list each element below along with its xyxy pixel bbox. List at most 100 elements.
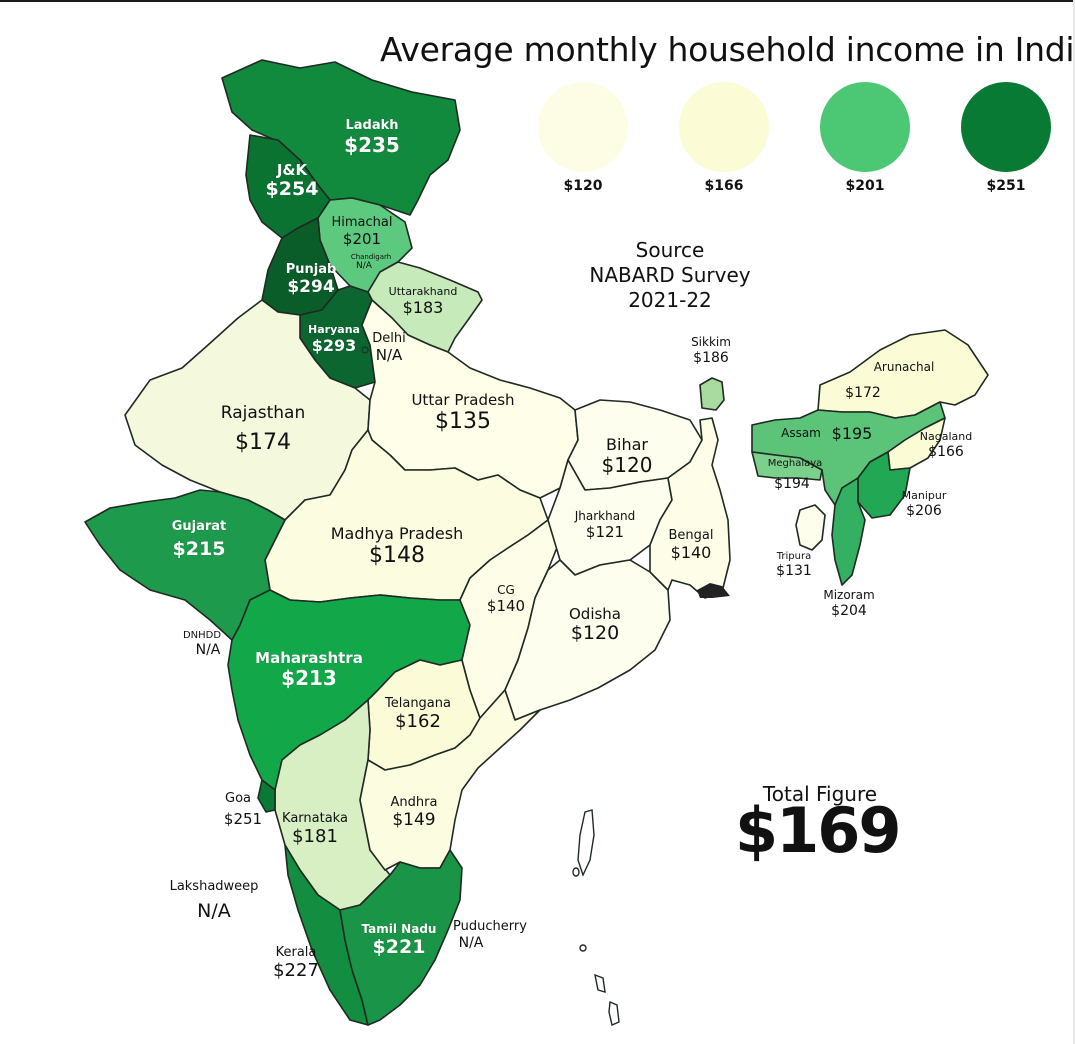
legend-item-1: $120 [535, 82, 631, 194]
label-jharkhand-value: $121 [585, 522, 625, 541]
label-arunachal-value-wrap: $172 [845, 385, 881, 401]
label-assam: Assam [781, 426, 821, 441]
total-figure: Total Figure $169 [735, 782, 905, 867]
label-delhi-name: Delhi [372, 331, 406, 346]
label-ladakh-value: $235 [344, 132, 400, 157]
label-madhya-pradesh-name: Madhya Pradesh [330, 524, 464, 543]
label-bihar-name: Bihar [606, 435, 648, 454]
region-meghalaya [751, 451, 823, 481]
region-mizoram [831, 477, 866, 586]
label-uttarakhand-name: Uttarakhand [388, 285, 458, 298]
label-maharashtra-name: Maharashtra [255, 649, 363, 667]
label-bengal-name: Bengal [668, 528, 714, 543]
label-tripura: Tripura $131 [776, 551, 812, 579]
label-gujarat-name: Gujarat [171, 519, 227, 534]
legend-label-2: $166 [704, 178, 744, 194]
legend-item-2: $166 [676, 82, 772, 194]
label-uttar-pradesh-value: $135 [435, 409, 491, 435]
label-meghalaya-value: $194 [774, 475, 810, 492]
andaman-islands [572, 809, 620, 1026]
right-border [1073, 0, 1075, 1044]
label-ladakh: Ladakh $235 [344, 118, 400, 157]
label-puducherry-name: Puducherry [453, 919, 527, 934]
map-title: Average monthly household income in Indi… [380, 30, 1075, 69]
label-telangana-value: $162 [395, 710, 441, 732]
label-dnhdd-name: DNHDD [182, 630, 222, 641]
source-text: NABARD Survey 2021-22 [589, 263, 751, 312]
sundarbans-marker [697, 583, 730, 598]
label-andhra-value: $149 [392, 809, 436, 830]
label-assam-value: $195 [831, 424, 873, 443]
label-assam-value-wrap: $195 [831, 424, 873, 443]
label-uttar-pradesh: Uttar Pradesh $135 [411, 391, 515, 435]
label-arunachal-name: Arunachal [873, 360, 935, 374]
label-chandigarh-name: Chandigarh [350, 253, 392, 261]
total-label: Total Figure [762, 782, 878, 806]
label-sikkim-name: Sikkim [691, 335, 731, 349]
legend-label-4: $251 [986, 178, 1026, 194]
label-arunachal: Arunachal [873, 360, 935, 375]
label-puducherry: Puducherry N/A [453, 919, 527, 951]
legend-label-1: $120 [563, 178, 603, 194]
label-assam-name: Assam [781, 426, 821, 440]
label-meghalaya: Meghalaya $194 [768, 458, 823, 492]
label-uttarakhand-value: $183 [402, 297, 444, 317]
label-tamil-nadu: Tamil Nadu $221 [361, 922, 437, 959]
region-goa [257, 779, 276, 813]
label-mizoram: Mizoram $204 [823, 588, 874, 619]
label-sikkim: Sikkim $186 [691, 335, 731, 366]
label-tamil-nadu-name: Tamil Nadu [361, 922, 437, 936]
label-karnataka: Karnataka $181 [282, 811, 348, 848]
legend-swatch-3 [820, 82, 910, 172]
label-kerala: Kerala $227 [273, 945, 319, 982]
label-telangana-name: Telangana [385, 696, 451, 711]
label-madhya-pradesh-value: $148 [369, 543, 425, 569]
label-jharkhand: Jharkhand $121 [574, 509, 636, 541]
label-rajasthan-value: $174 [235, 429, 291, 455]
label-chandigarh-value: N/A [356, 261, 372, 272]
label-telangana: Telangana $162 [385, 696, 451, 733]
label-odisha-value: $120 [570, 622, 620, 645]
label-odisha-name: Odisha [568, 605, 622, 623]
label-maharashtra-value: $213 [281, 666, 337, 691]
region-odisha [504, 559, 671, 721]
label-punjab: Punjab $294 [286, 262, 337, 297]
label-himachal: Himachal $201 [331, 215, 393, 248]
label-kerala-name: Kerala [275, 945, 317, 960]
label-mizoram-value: $204 [831, 602, 867, 619]
label-cg-value: $140 [486, 596, 526, 615]
label-cg-name: CG [497, 583, 515, 597]
region-tripura [795, 504, 826, 551]
label-puducherry-value: N/A [458, 934, 484, 951]
label-nagaland-value: $166 [928, 443, 964, 460]
label-bihar-value: $120 [601, 453, 653, 478]
label-lakshadweep-name: Lakshadweep [169, 879, 259, 894]
label-rajasthan-name: Rajasthan [220, 403, 306, 423]
label-haryana: Haryana $293 [308, 323, 360, 355]
label-bihar: Bihar $120 [601, 435, 653, 478]
label-punjab-value: $294 [287, 276, 335, 297]
label-uttarakhand: Uttarakhand $183 [388, 285, 458, 317]
legend-swatch-2 [679, 82, 769, 172]
label-manipur-value: $206 [906, 502, 942, 519]
label-goa-name: Goa [225, 791, 251, 806]
top-border [0, 0, 1075, 2]
label-delhi: Delhi N/A [372, 331, 406, 364]
label-jharkhand-name: Jharkhand [574, 509, 636, 523]
label-uttar-pradesh-name: Uttar Pradesh [411, 391, 515, 409]
legend-item-4: $251 [958, 82, 1054, 194]
label-lakshadweep: Lakshadweep N/A [169, 879, 259, 923]
label-dnhdd: DNHDD N/A [183, 630, 221, 658]
label-rajasthan: Rajasthan $174 [220, 403, 306, 455]
label-manipur-name: Manipur [901, 489, 947, 502]
label-arunachal-value: $172 [845, 385, 881, 401]
label-karnataka-name: Karnataka [282, 811, 348, 826]
label-goa: Goa $251 [214, 791, 262, 828]
label-andhra: Andhra $149 [390, 795, 438, 830]
label-andhra-name: Andhra [390, 795, 438, 810]
label-himachal-value: $201 [342, 229, 382, 248]
region-bengal [649, 417, 731, 599]
label-himachal-name: Himachal [331, 215, 393, 230]
label-tripura-name: Tripura [776, 551, 812, 562]
